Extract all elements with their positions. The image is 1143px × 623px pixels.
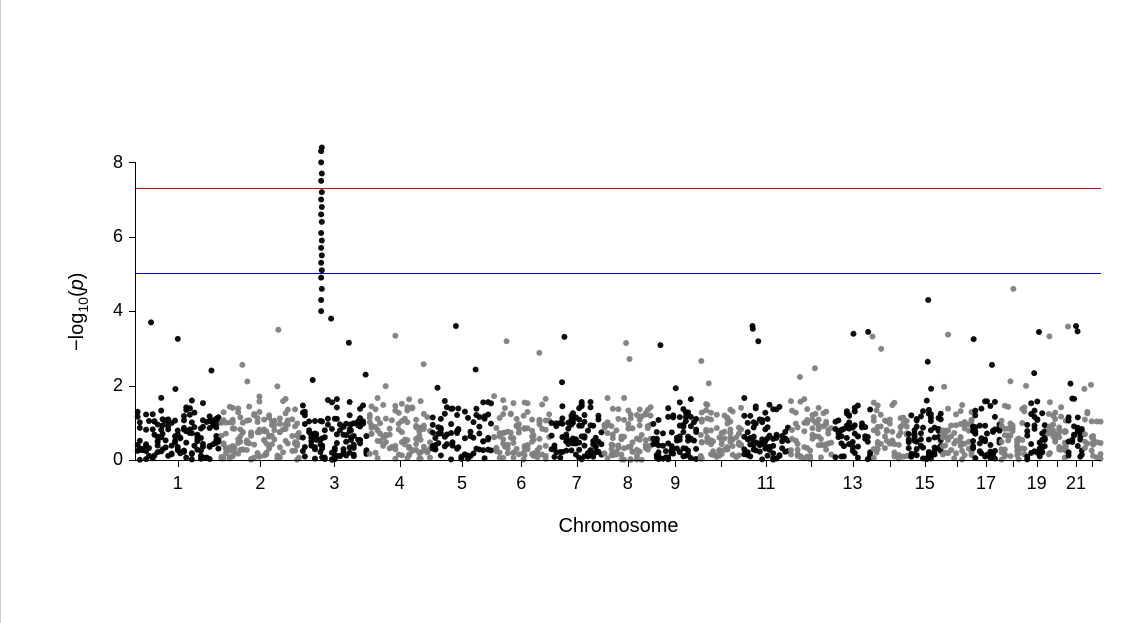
ylabel-prefix: −log xyxy=(66,313,88,351)
ytick-mark xyxy=(129,460,136,461)
xtick-label: 6 xyxy=(496,473,546,494)
xtick-mark xyxy=(1037,460,1038,467)
xtick-mark xyxy=(811,460,812,467)
xtick-label: 17 xyxy=(961,473,1011,494)
ytick-mark xyxy=(129,386,136,387)
ylabel-sub: 10 xyxy=(75,297,91,313)
ytick-label: 2 xyxy=(89,375,123,396)
xtick-mark xyxy=(260,460,261,467)
xtick-mark xyxy=(766,460,767,467)
xtick-label: 8 xyxy=(603,473,653,494)
ytick-mark xyxy=(129,237,136,238)
xtick-mark xyxy=(675,460,676,467)
xtick-label: 4 xyxy=(375,473,425,494)
xtick-mark xyxy=(334,460,335,467)
xtick-label: 11 xyxy=(741,473,791,494)
ytick-label: 6 xyxy=(89,226,123,247)
xtick-label: 7 xyxy=(552,473,602,494)
xtick-mark xyxy=(1013,460,1014,467)
xtick-mark xyxy=(925,460,926,467)
xtick-mark xyxy=(178,460,179,467)
xtick-mark xyxy=(521,460,522,467)
xtick-mark xyxy=(890,460,891,467)
ytick-label: 4 xyxy=(89,300,123,321)
xtick-mark xyxy=(957,460,958,467)
threshold-line xyxy=(136,273,1101,274)
xtick-label: 3 xyxy=(309,473,359,494)
ytick-mark xyxy=(129,162,136,163)
xtick-mark xyxy=(986,460,987,467)
xtick-mark xyxy=(1076,460,1077,467)
xtick-mark xyxy=(721,460,722,467)
xtick-mark xyxy=(577,460,578,467)
ylabel-p: p xyxy=(66,279,88,290)
xtick-label: 13 xyxy=(828,473,878,494)
xtick-label: 9 xyxy=(650,473,700,494)
xtick-label: 2 xyxy=(235,473,285,494)
plot-area xyxy=(136,140,1101,460)
ytick-label: 8 xyxy=(89,152,123,173)
xtick-mark xyxy=(462,460,463,467)
xtick-label: 21 xyxy=(1051,473,1101,494)
ytick-label: 0 xyxy=(89,449,123,470)
threshold-line xyxy=(136,188,1101,189)
xtick-mark xyxy=(400,460,401,467)
xtick-label: 15 xyxy=(900,473,950,494)
manhattan-plot: 02468 123456789111315171921 −log10(p) Ch… xyxy=(0,0,1143,623)
xtick-label: 1 xyxy=(153,473,203,494)
xtick-mark xyxy=(628,460,629,467)
xtick-label: 5 xyxy=(437,473,487,494)
xtick-mark xyxy=(1092,460,1093,467)
y-axis-label: −log10(p) xyxy=(66,273,91,351)
x-axis-label: Chromosome xyxy=(136,515,1101,538)
xtick-mark xyxy=(1057,460,1058,467)
xtick-mark xyxy=(853,460,854,467)
ytick-mark xyxy=(129,311,136,312)
